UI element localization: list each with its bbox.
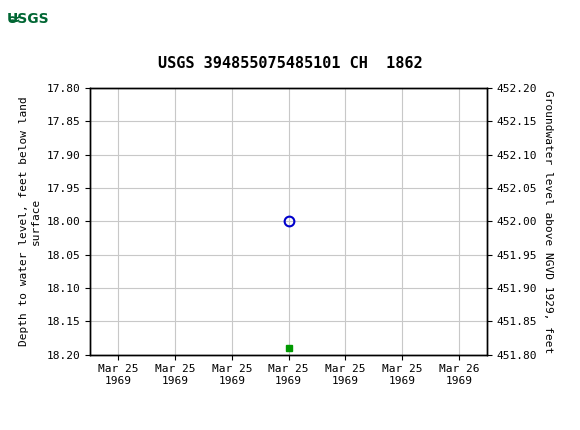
FancyBboxPatch shape xyxy=(3,3,52,36)
Text: USGS: USGS xyxy=(6,12,49,26)
Text: ≈: ≈ xyxy=(7,12,20,27)
Y-axis label: Depth to water level, feet below land
surface: Depth to water level, feet below land su… xyxy=(19,97,41,346)
Text: USGS 394855075485101 CH  1862: USGS 394855075485101 CH 1862 xyxy=(158,56,422,71)
Y-axis label: Groundwater level above NGVD 1929, feet: Groundwater level above NGVD 1929, feet xyxy=(543,90,553,353)
